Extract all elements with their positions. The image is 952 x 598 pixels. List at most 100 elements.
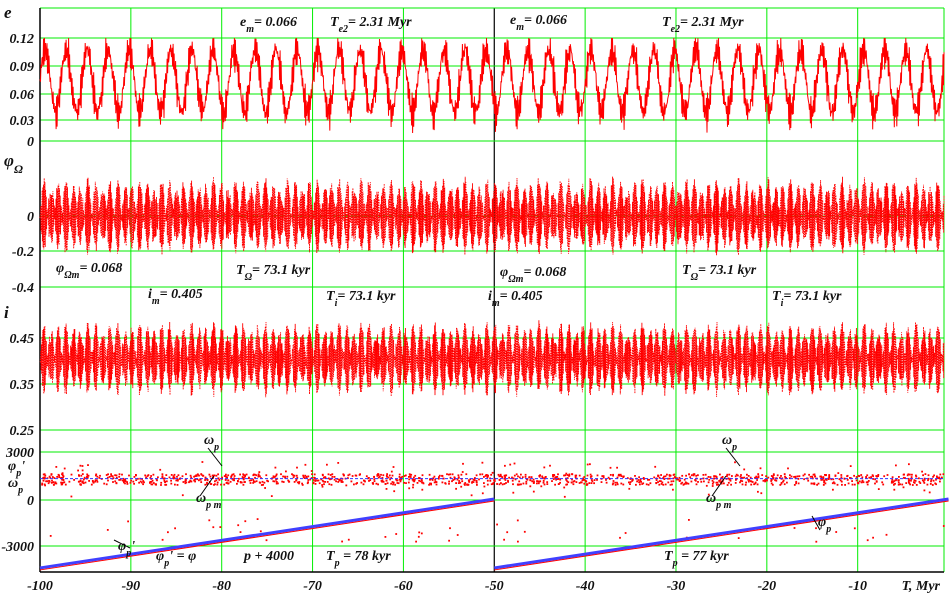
scatter-point-omega-p xyxy=(838,478,841,480)
scatter-point-omega-p xyxy=(590,479,593,481)
annotation-1-2: φΩm= 0.068 xyxy=(500,265,566,285)
scatter-point-omega-p xyxy=(199,478,202,481)
scatter-point-omega-p xyxy=(812,473,815,476)
scatter-point-omega-p xyxy=(452,479,455,481)
scatter-point-omega-p xyxy=(410,473,413,476)
scatter-point-omega-p xyxy=(645,483,648,486)
scatter-point-omega-p xyxy=(681,474,684,477)
scatter-point-omega-p xyxy=(391,474,394,477)
scatter-point-omega-p xyxy=(327,473,330,476)
scatter-point-omega-p xyxy=(252,474,255,477)
scatter-point-omega-p xyxy=(274,475,276,478)
scatter-point-omega-p xyxy=(922,480,925,483)
scatter-point-omega-p xyxy=(695,483,698,486)
scatter-point-omega-p xyxy=(320,478,323,481)
scatter-point-omega-p xyxy=(241,476,244,478)
scatter-point-omega-p xyxy=(86,473,89,476)
scatter-point-omega-p xyxy=(872,536,874,539)
scatter-point-omega-p xyxy=(865,476,867,478)
scatter-point-omega-p xyxy=(118,479,121,481)
scatter-point-omega-p xyxy=(103,482,106,485)
scatter-point-omega-p xyxy=(642,482,645,485)
scatter-point-omega-p xyxy=(322,480,325,483)
scatter-point-omega-p xyxy=(536,480,538,482)
scatter-point-omega-p xyxy=(244,520,247,523)
scatter-point-omega-p xyxy=(498,483,501,486)
scatter-point-omega-p xyxy=(43,476,46,479)
x-tick-label: -20 xyxy=(757,579,776,594)
scatter-point-omega-p xyxy=(899,483,901,486)
scatter-point-omega-p xyxy=(669,483,672,486)
scatter-point-omega-p xyxy=(245,473,248,476)
scatter-point-omega-p xyxy=(702,474,705,476)
scatter-point-omega-p xyxy=(734,475,737,478)
scatter-point-omega-p xyxy=(408,476,410,478)
scatter-point-omega-p xyxy=(840,476,843,479)
scatter-point-omega-p xyxy=(99,474,101,477)
scatter-point-omega-p xyxy=(433,481,436,484)
scatter-point-omega-p xyxy=(571,478,573,481)
scatter-point-omega-p xyxy=(206,483,209,485)
scatter-point-omega-p xyxy=(464,482,467,484)
scatter-point-omega-p xyxy=(384,483,387,485)
scatter-point-omega-p xyxy=(475,481,478,483)
scatter-point-omega-p xyxy=(498,478,501,481)
scatter-point-omega-p xyxy=(787,467,789,470)
scatter-point-omega-p xyxy=(923,477,926,480)
scatter-point-omega-p xyxy=(106,529,109,531)
scatter-point-omega-p xyxy=(504,476,506,479)
scatter-point-omega-p xyxy=(60,483,63,486)
scatter-point-omega-p xyxy=(503,477,506,480)
scatter-point-omega-p xyxy=(421,481,423,484)
scatter-point-omega-p xyxy=(808,473,810,476)
annotation-3-0: ωp xyxy=(204,433,219,453)
scatter-point-omega-p xyxy=(122,477,125,480)
scatter-point-omega-p xyxy=(453,476,456,479)
scatter-point-omega-p xyxy=(174,527,176,530)
scatter-point-omega-p xyxy=(771,483,774,486)
scatter-point-omega-p xyxy=(573,480,576,482)
scatter-point-omega-p xyxy=(196,478,199,481)
scatter-point-omega-p xyxy=(275,481,278,483)
scatter-point-omega-p xyxy=(157,476,159,479)
scatter-point-omega-p xyxy=(496,523,498,526)
scatter-point-omega-p xyxy=(112,481,114,483)
scatter-point-omega-p xyxy=(908,463,910,466)
scatter-point-omega-p xyxy=(529,485,532,488)
scatter-point-omega-p xyxy=(184,480,187,483)
scatter-point-omega-p xyxy=(448,539,450,542)
scatter-point-omega-p xyxy=(772,477,775,479)
scatter-point-omega-p xyxy=(496,483,498,485)
scatter-point-omega-p xyxy=(639,483,641,486)
scatter-point-omega-p xyxy=(135,474,137,477)
scatter-point-omega-p xyxy=(757,490,759,493)
scatter-point-omega-p xyxy=(164,483,167,486)
scatter-point-omega-p xyxy=(682,483,685,486)
scatter-point-omega-p xyxy=(601,475,604,477)
scatter-point-omega-p xyxy=(922,474,924,477)
scatter-point-omega-p xyxy=(48,475,51,478)
scatter-point-omega-p xyxy=(377,476,380,479)
scatter-point-omega-p xyxy=(405,482,407,484)
scatter-point-omega-p xyxy=(329,478,331,481)
scatter-point-omega-p xyxy=(823,481,825,484)
scatter-point-omega-p xyxy=(743,468,746,471)
scatter-point-omega-p xyxy=(518,476,521,479)
scatter-point-omega-p xyxy=(841,483,843,486)
scatter-point-omega-p xyxy=(51,479,53,482)
scatter-point-omega-p xyxy=(206,479,209,482)
annotation-3-4: p + 4000 xyxy=(243,549,294,564)
scatter-point-omega-p xyxy=(690,480,693,483)
scatter-point-omega-p xyxy=(584,480,587,482)
scatter-point-omega-p xyxy=(266,479,268,482)
scatter-point-omega-p xyxy=(61,481,64,484)
scatter-point-omega-p xyxy=(616,476,619,479)
scatter-point-omega-p xyxy=(468,481,471,483)
scatter-point-omega-p xyxy=(143,481,145,484)
scatter-point-omega-p xyxy=(328,483,331,486)
scatter-point-omega-p xyxy=(448,482,450,485)
scatter-point-omega-p xyxy=(275,478,277,481)
scatter-point-omega-p xyxy=(42,479,45,482)
scatter-point-omega-p xyxy=(746,473,748,476)
scatter-point-omega-p xyxy=(429,478,431,481)
